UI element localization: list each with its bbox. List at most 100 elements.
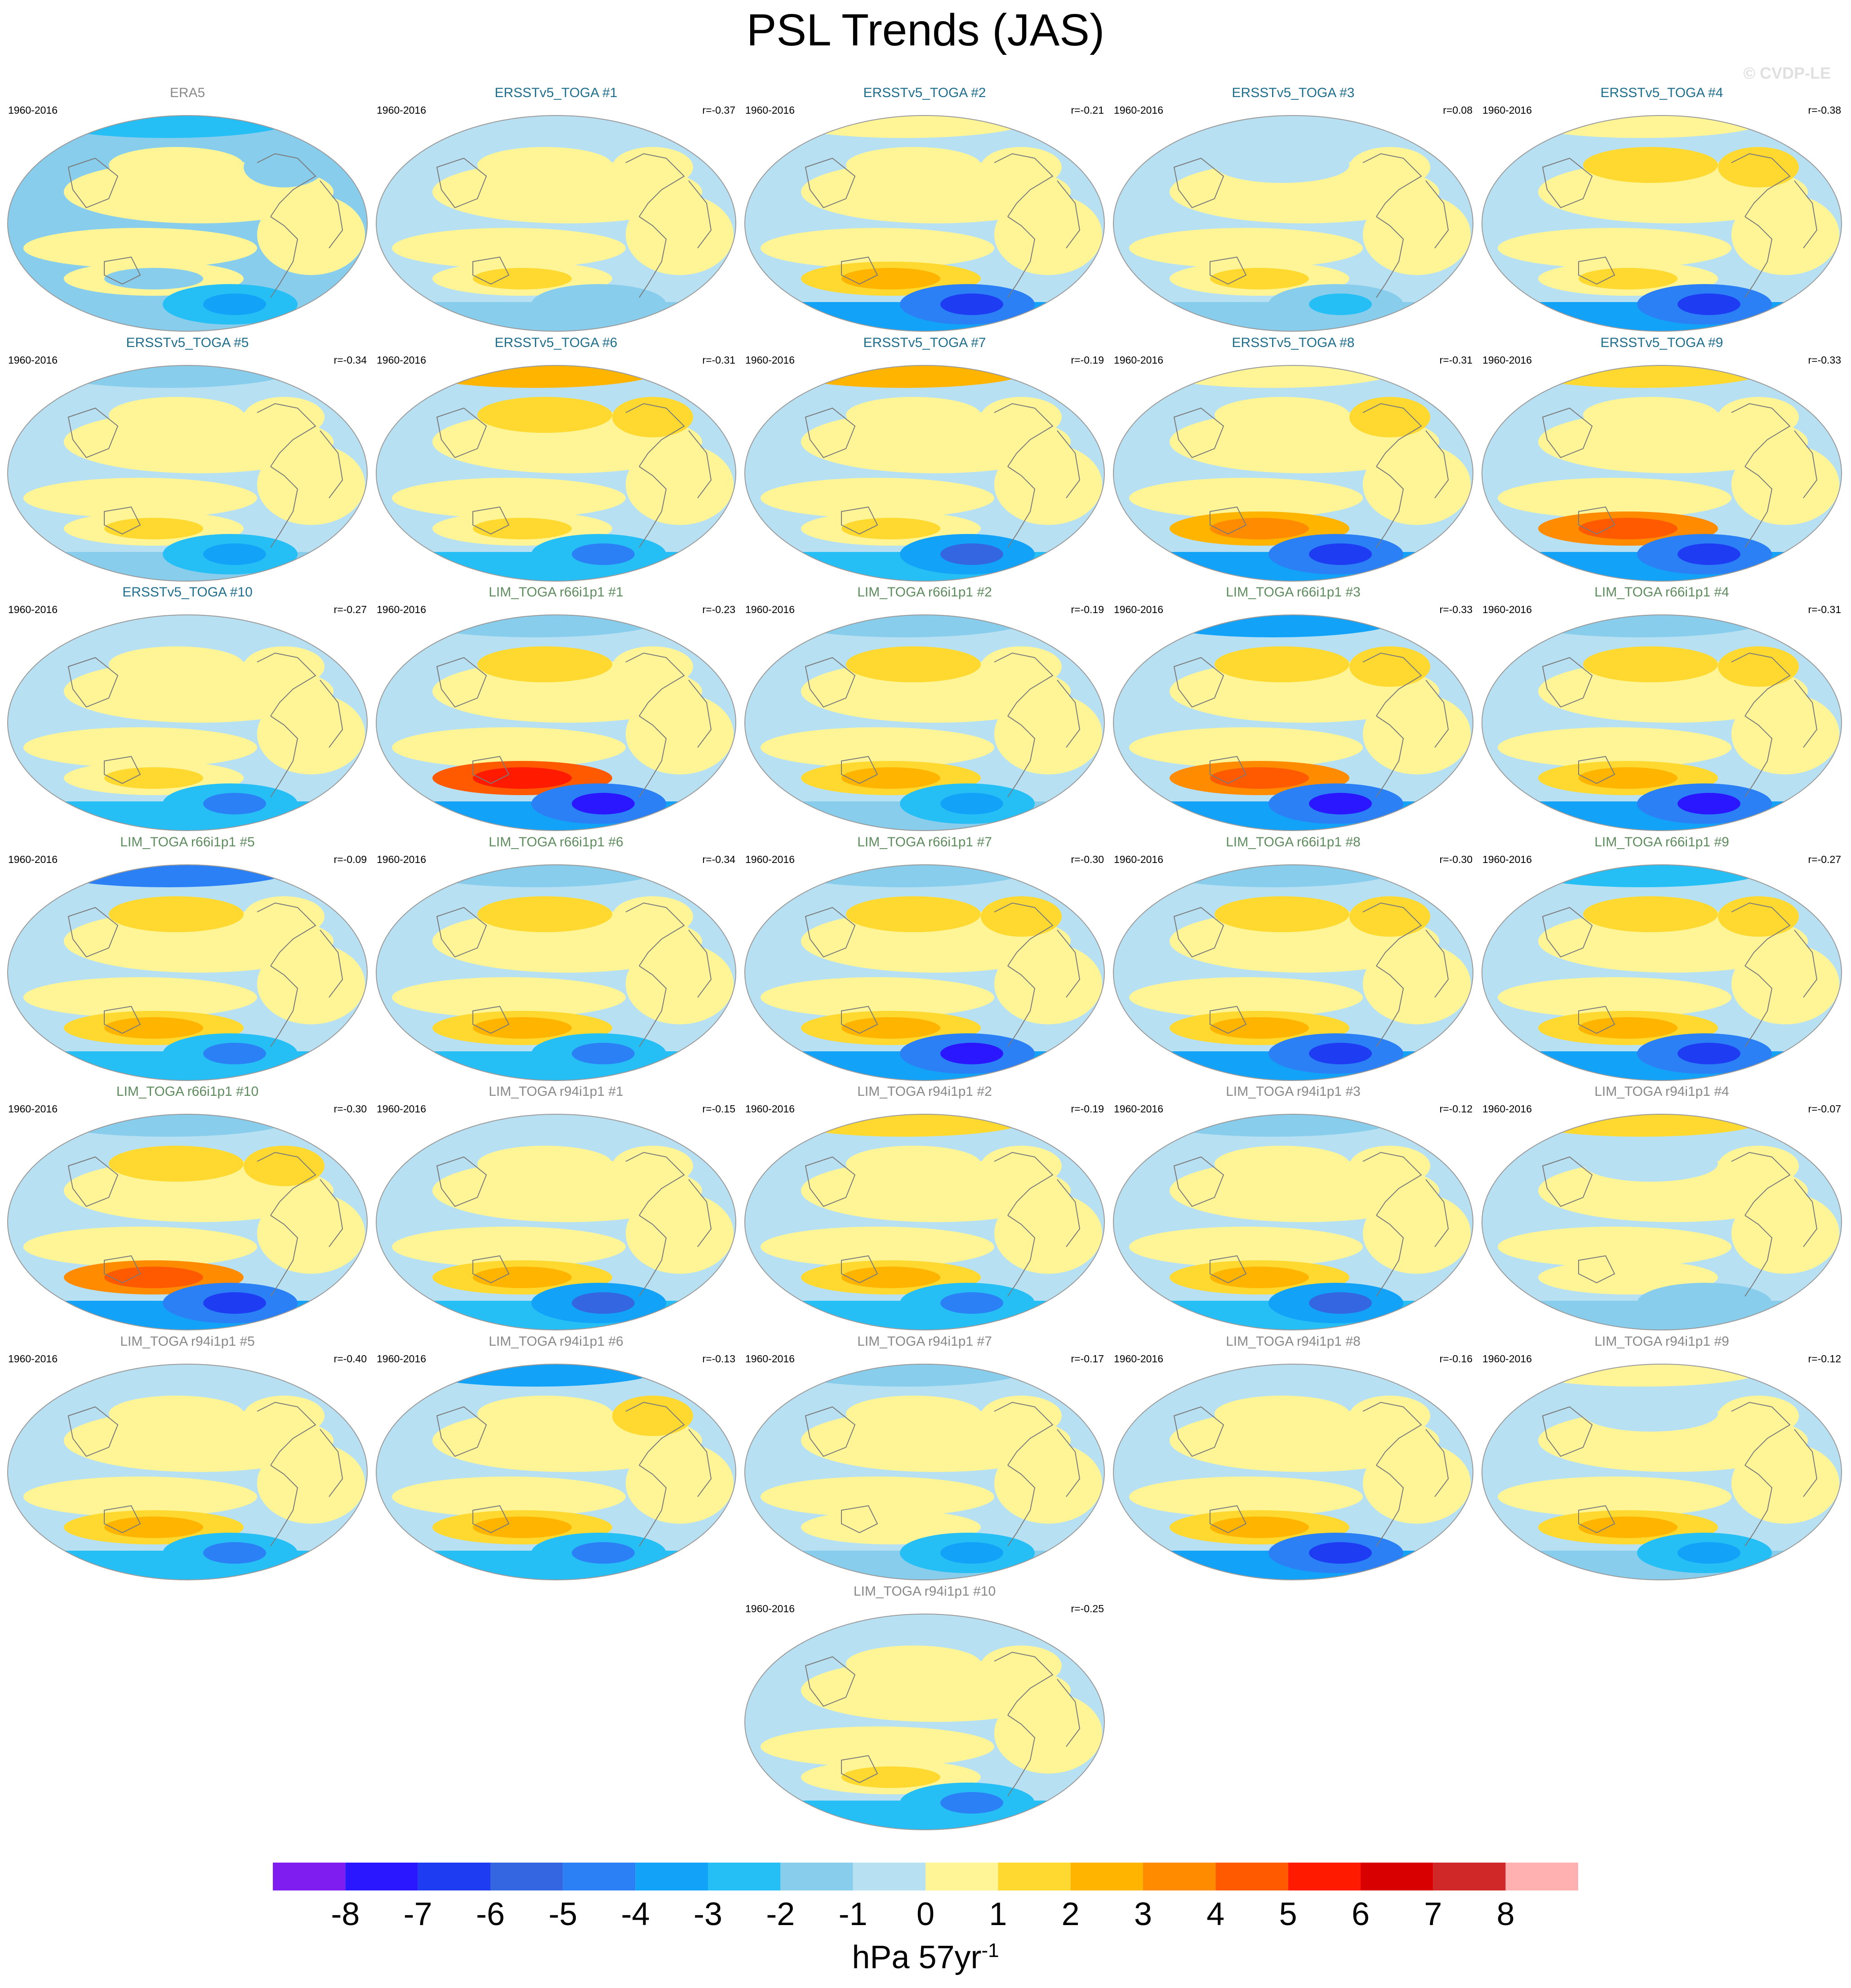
coastline xyxy=(320,1179,343,1247)
colorbar-tick-label: 8 xyxy=(1496,1896,1515,1932)
coastline xyxy=(1362,403,1422,467)
map-panel: ERSSTv5_TOGA #9 1960-2016 r=-0.33 xyxy=(1480,335,1844,585)
coastline xyxy=(320,680,343,748)
map-panel: LIM_TOGA r66i1p1 #6 1960-2016 r=-0.34 xyxy=(374,835,738,1084)
map-panel: LIM_TOGA r66i1p1 #7 1960-2016 r=-0.30 xyxy=(743,835,1107,1084)
psl-trend-map xyxy=(744,115,1105,332)
coastline xyxy=(257,153,316,217)
psl-trend-map xyxy=(7,1114,368,1330)
colorbar-swatch xyxy=(1505,1863,1578,1890)
colorbar-swatch xyxy=(345,1863,418,1890)
coastline xyxy=(639,1465,667,1547)
coastline xyxy=(625,902,685,966)
psl-trend-map xyxy=(1113,864,1473,1081)
psl-trend-map xyxy=(376,365,736,582)
colorbar-swatch xyxy=(273,1863,346,1890)
coastline xyxy=(1210,1005,1247,1034)
coastline xyxy=(1794,680,1818,748)
psl-trend-map xyxy=(7,365,368,582)
map-panel: LIM_TOGA r94i1p1 #2 1960-2016 r=-0.19 xyxy=(743,1084,1107,1334)
colorbar-tick-label: 3 xyxy=(1134,1896,1152,1932)
panel-correlation: r=-0.07 xyxy=(1808,1103,1841,1115)
colorbar-units: hPa 57yr-1 xyxy=(0,1939,1851,1976)
coastline xyxy=(270,965,298,1047)
coastline xyxy=(1731,1152,1791,1216)
coastline xyxy=(257,403,316,467)
coastline xyxy=(994,153,1054,217)
coastline xyxy=(1744,965,1773,1047)
map-panel: ERSSTv5_TOGA #7 1960-2016 r=-0.19 xyxy=(743,335,1107,585)
coastline xyxy=(1542,157,1593,209)
panel-title: LIM_TOGA r94i1p1 #6 xyxy=(489,1334,623,1349)
coastline xyxy=(1210,1255,1247,1284)
coastline xyxy=(841,1255,878,1284)
coastline xyxy=(1542,407,1593,458)
coastline xyxy=(994,1651,1054,1716)
coastline xyxy=(257,652,316,716)
psl-trend-map xyxy=(1113,1364,1473,1580)
coastline xyxy=(1744,1465,1773,1547)
panel-correlation: r=-0.37 xyxy=(702,104,735,116)
coastline xyxy=(270,466,298,548)
panel-title: ERSSTv5_TOGA #8 xyxy=(1232,335,1355,350)
colorbar-tick-label: 4 xyxy=(1206,1896,1225,1932)
panel-period: 1960-2016 xyxy=(1482,354,1532,366)
coastline xyxy=(805,907,856,958)
colorbar-tick-label: -3 xyxy=(693,1896,723,1932)
panel-title: ERSSTv5_TOGA #6 xyxy=(494,335,618,350)
colorbar-swatch xyxy=(1070,1863,1143,1890)
map-panel: LIM_TOGA r94i1p1 #5 1960-2016 r=-0.40 xyxy=(5,1334,369,1583)
coastline xyxy=(1173,1406,1224,1457)
panel-period: 1960-2016 xyxy=(1114,854,1163,865)
panel-title: LIM_TOGA r66i1p1 #7 xyxy=(857,835,992,849)
coastline xyxy=(841,506,878,535)
panel-title: LIM_TOGA r66i1p1 #1 xyxy=(489,585,623,600)
coastline xyxy=(688,180,712,249)
panel-correlation: r=-0.27 xyxy=(1808,854,1841,865)
panel-period: 1960-2016 xyxy=(745,104,795,116)
coastline xyxy=(67,1156,119,1207)
psl-trend-map xyxy=(1482,115,1842,332)
panel-correlation: r=-0.12 xyxy=(1808,1353,1841,1365)
psl-trend-map xyxy=(1113,115,1473,332)
psl-trend-map xyxy=(744,614,1105,831)
panel-correlation: r=-0.25 xyxy=(1071,1603,1104,1614)
colorbar-swatch xyxy=(853,1863,926,1890)
panel-period: 1960-2016 xyxy=(1114,104,1163,116)
panel-correlation: r=-0.19 xyxy=(1071,604,1104,615)
panel-period: 1960-2016 xyxy=(745,1353,795,1365)
map-panel: LIM_TOGA r94i1p1 #7 1960-2016 r=-0.17 xyxy=(743,1334,1107,1583)
panel-title: LIM_TOGA r94i1p1 #7 xyxy=(857,1334,992,1349)
map-panel: LIM_TOGA r66i1p1 #8 1960-2016 r=-0.30 xyxy=(1111,835,1475,1084)
coastline xyxy=(1376,1465,1404,1547)
colorbar-swatch xyxy=(1215,1863,1288,1890)
colorbar-swatch xyxy=(563,1863,636,1890)
coastline xyxy=(1210,506,1247,535)
coastline xyxy=(1376,466,1404,548)
coastline xyxy=(1731,902,1791,966)
coastline xyxy=(67,657,119,708)
panel-period: 1960-2016 xyxy=(1482,1103,1532,1115)
coastline xyxy=(67,407,119,458)
map-panel: ERSSTv5_TOGA #4 1960-2016 r=-0.38 xyxy=(1480,85,1844,335)
colorbar-swatch xyxy=(1433,1863,1506,1890)
panel-correlation: r=-0.27 xyxy=(334,604,367,615)
coastline xyxy=(1362,153,1422,217)
coastline xyxy=(1007,716,1036,797)
coastline xyxy=(639,1215,667,1297)
panel-title: LIM_TOGA r66i1p1 #3 xyxy=(1226,585,1361,600)
coastline xyxy=(1210,756,1247,784)
colorbar-tick-label: 7 xyxy=(1424,1896,1442,1932)
coastline xyxy=(1425,430,1449,498)
coastline xyxy=(994,902,1054,966)
panel-period: 1960-2016 xyxy=(1114,354,1163,366)
coastline xyxy=(104,1255,141,1284)
coastline xyxy=(270,1465,298,1547)
map-panel: ERSSTv5_TOGA #5 1960-2016 r=-0.34 xyxy=(5,335,369,585)
colorbar-tick-label: -7 xyxy=(403,1896,432,1932)
coastline xyxy=(994,652,1054,716)
coastline xyxy=(472,256,510,285)
map-panel: ERSSTv5_TOGA #2 1960-2016 r=-0.21 xyxy=(743,85,1107,335)
panel-correlation: r=-0.13 xyxy=(702,1353,735,1365)
